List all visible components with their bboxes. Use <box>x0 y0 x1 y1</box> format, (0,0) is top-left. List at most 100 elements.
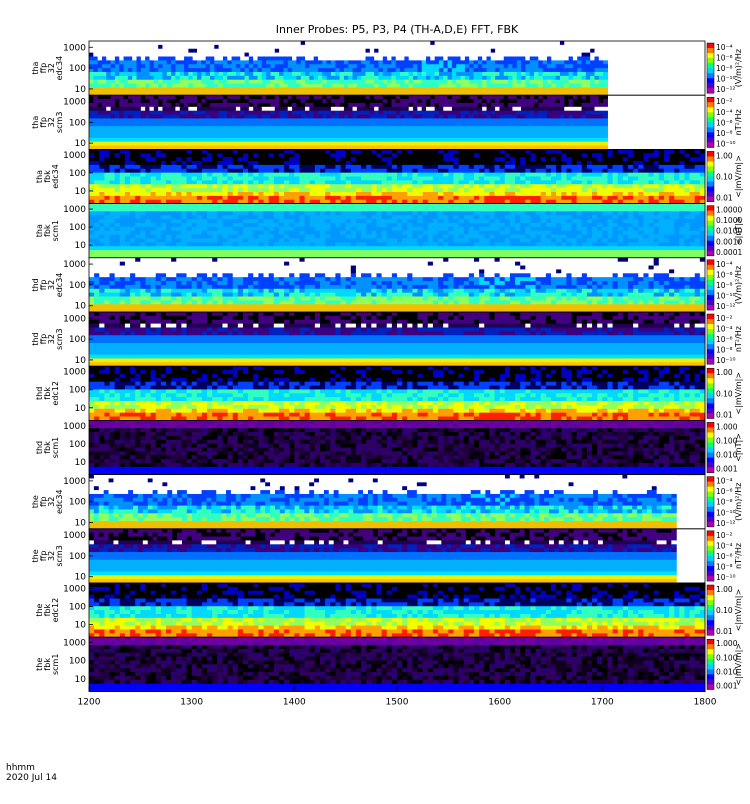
spectrogram-cell <box>499 84 504 88</box>
spectrogram-cell <box>370 122 375 126</box>
spectrogram-cell <box>592 184 598 188</box>
spectrogram-cell <box>270 126 275 130</box>
spectrogram-cell <box>335 60 340 64</box>
spectrogram-cell <box>310 169 316 173</box>
spectrogram-cell <box>409 80 414 84</box>
spectrogram-cell <box>119 41 124 45</box>
spectrogram-cell <box>520 149 526 153</box>
spectrogram-cell <box>156 184 162 188</box>
spectrogram-cell <box>623 169 629 173</box>
spectrogram-cell <box>115 41 120 45</box>
spectrogram-cell <box>534 138 539 142</box>
spectrogram-cell <box>566 169 572 173</box>
spectrogram-cell <box>371 177 377 181</box>
spectrogram-cell <box>517 130 522 134</box>
spectrogram-cell <box>500 149 506 153</box>
spectrogram-cell <box>397 192 403 196</box>
spectrogram-cell <box>212 192 218 196</box>
spectrogram-cell <box>296 130 301 134</box>
spectrogram-cell <box>249 56 254 60</box>
spectrogram-cell <box>486 49 491 53</box>
spectrogram-cell <box>270 84 275 88</box>
spectrogram-cell <box>351 180 357 184</box>
spectrogram-cell <box>149 60 154 64</box>
spectrogram-cell <box>573 118 578 122</box>
spectrogram-cell <box>314 72 319 76</box>
spectrogram-cell <box>459 161 465 165</box>
spectrogram-cell <box>459 149 465 153</box>
spectrogram-cell <box>357 60 362 64</box>
spectrogram-cell <box>426 122 431 126</box>
spectrogram-cell <box>569 130 574 134</box>
spectrogram-cell <box>551 165 557 169</box>
spectrogram-cell <box>197 111 202 115</box>
spectrogram-cell <box>223 87 228 91</box>
spectrogram-cell <box>353 138 358 142</box>
spectrogram-cell <box>327 45 332 49</box>
spectrogram-cell <box>623 165 629 169</box>
spectrogram-cell <box>577 126 582 130</box>
spectrogram-cell <box>597 173 603 177</box>
spectrogram-cell <box>344 111 349 115</box>
spectrogram-cell <box>495 68 500 72</box>
spectrogram-cell <box>264 165 270 169</box>
spectrogram-cell <box>119 53 124 57</box>
spectrogram-cell <box>482 53 487 57</box>
spectrogram-cell <box>180 45 185 49</box>
spectrogram-cell <box>89 84 94 88</box>
spectrogram-cell <box>551 184 557 188</box>
spectrogram-cell <box>465 126 470 130</box>
spectrogram-cell <box>132 84 137 88</box>
spectrogram-cell <box>151 188 157 192</box>
spectrogram-cell <box>145 84 150 88</box>
spectrogram-cell <box>382 177 388 181</box>
spectrogram-cell <box>520 173 526 177</box>
spectrogram-cell <box>219 126 224 130</box>
spectrogram-cell <box>348 134 353 138</box>
spectrogram-cell <box>484 157 490 161</box>
spectrogram-cell <box>597 161 603 165</box>
spectrogram-cell <box>595 60 600 64</box>
spectrogram-cell <box>167 130 172 134</box>
spectrogram-cell <box>309 115 314 119</box>
spectrogram-cell <box>613 177 619 181</box>
spectrogram-cell <box>517 142 522 146</box>
spectrogram-cell <box>638 173 644 177</box>
spectrogram-cell <box>370 99 375 103</box>
colorbar-swatch <box>707 107 714 112</box>
spectrogram-cell <box>366 165 372 169</box>
spectrogram-cell <box>556 122 561 126</box>
spectrogram-cell <box>236 126 241 130</box>
spectrogram-cell <box>279 53 284 57</box>
spectrogram-cell <box>166 192 172 196</box>
spectrogram-cell <box>167 87 172 91</box>
spectrogram-cell <box>551 49 556 53</box>
spectrogram-cell <box>106 68 111 72</box>
spectrogram-cell <box>391 64 396 68</box>
spectrogram-cell <box>383 103 388 107</box>
spectrogram-cell <box>305 184 311 188</box>
spectrogram-cell <box>227 122 232 126</box>
spectrogram-cell <box>288 53 293 57</box>
spectrogram-cell <box>602 177 608 181</box>
spectrogram-cell <box>187 169 193 173</box>
spectrogram-cell <box>374 80 379 84</box>
spectrogram-cell <box>232 95 237 99</box>
spectrogram-cell <box>560 107 565 111</box>
spectrogram-cell <box>479 173 485 177</box>
spectrogram-cell <box>586 115 591 119</box>
spectrogram-cell <box>141 72 146 76</box>
spectrogram-cell <box>541 184 547 188</box>
spectrogram-cell <box>525 64 530 68</box>
spectrogram-cell <box>654 161 660 165</box>
spectrogram-cell <box>327 60 332 64</box>
spectrogram-cell <box>214 115 219 119</box>
spectrogram-cell <box>228 188 234 192</box>
spectrogram-cell <box>331 122 336 126</box>
spectrogram-cell <box>417 118 422 122</box>
spectrogram-cell <box>222 177 228 181</box>
spectrogram-cell <box>151 153 157 157</box>
spectrogram-cell <box>569 76 574 80</box>
spectrogram-cell <box>376 184 382 188</box>
spectrogram-cell <box>266 56 271 60</box>
